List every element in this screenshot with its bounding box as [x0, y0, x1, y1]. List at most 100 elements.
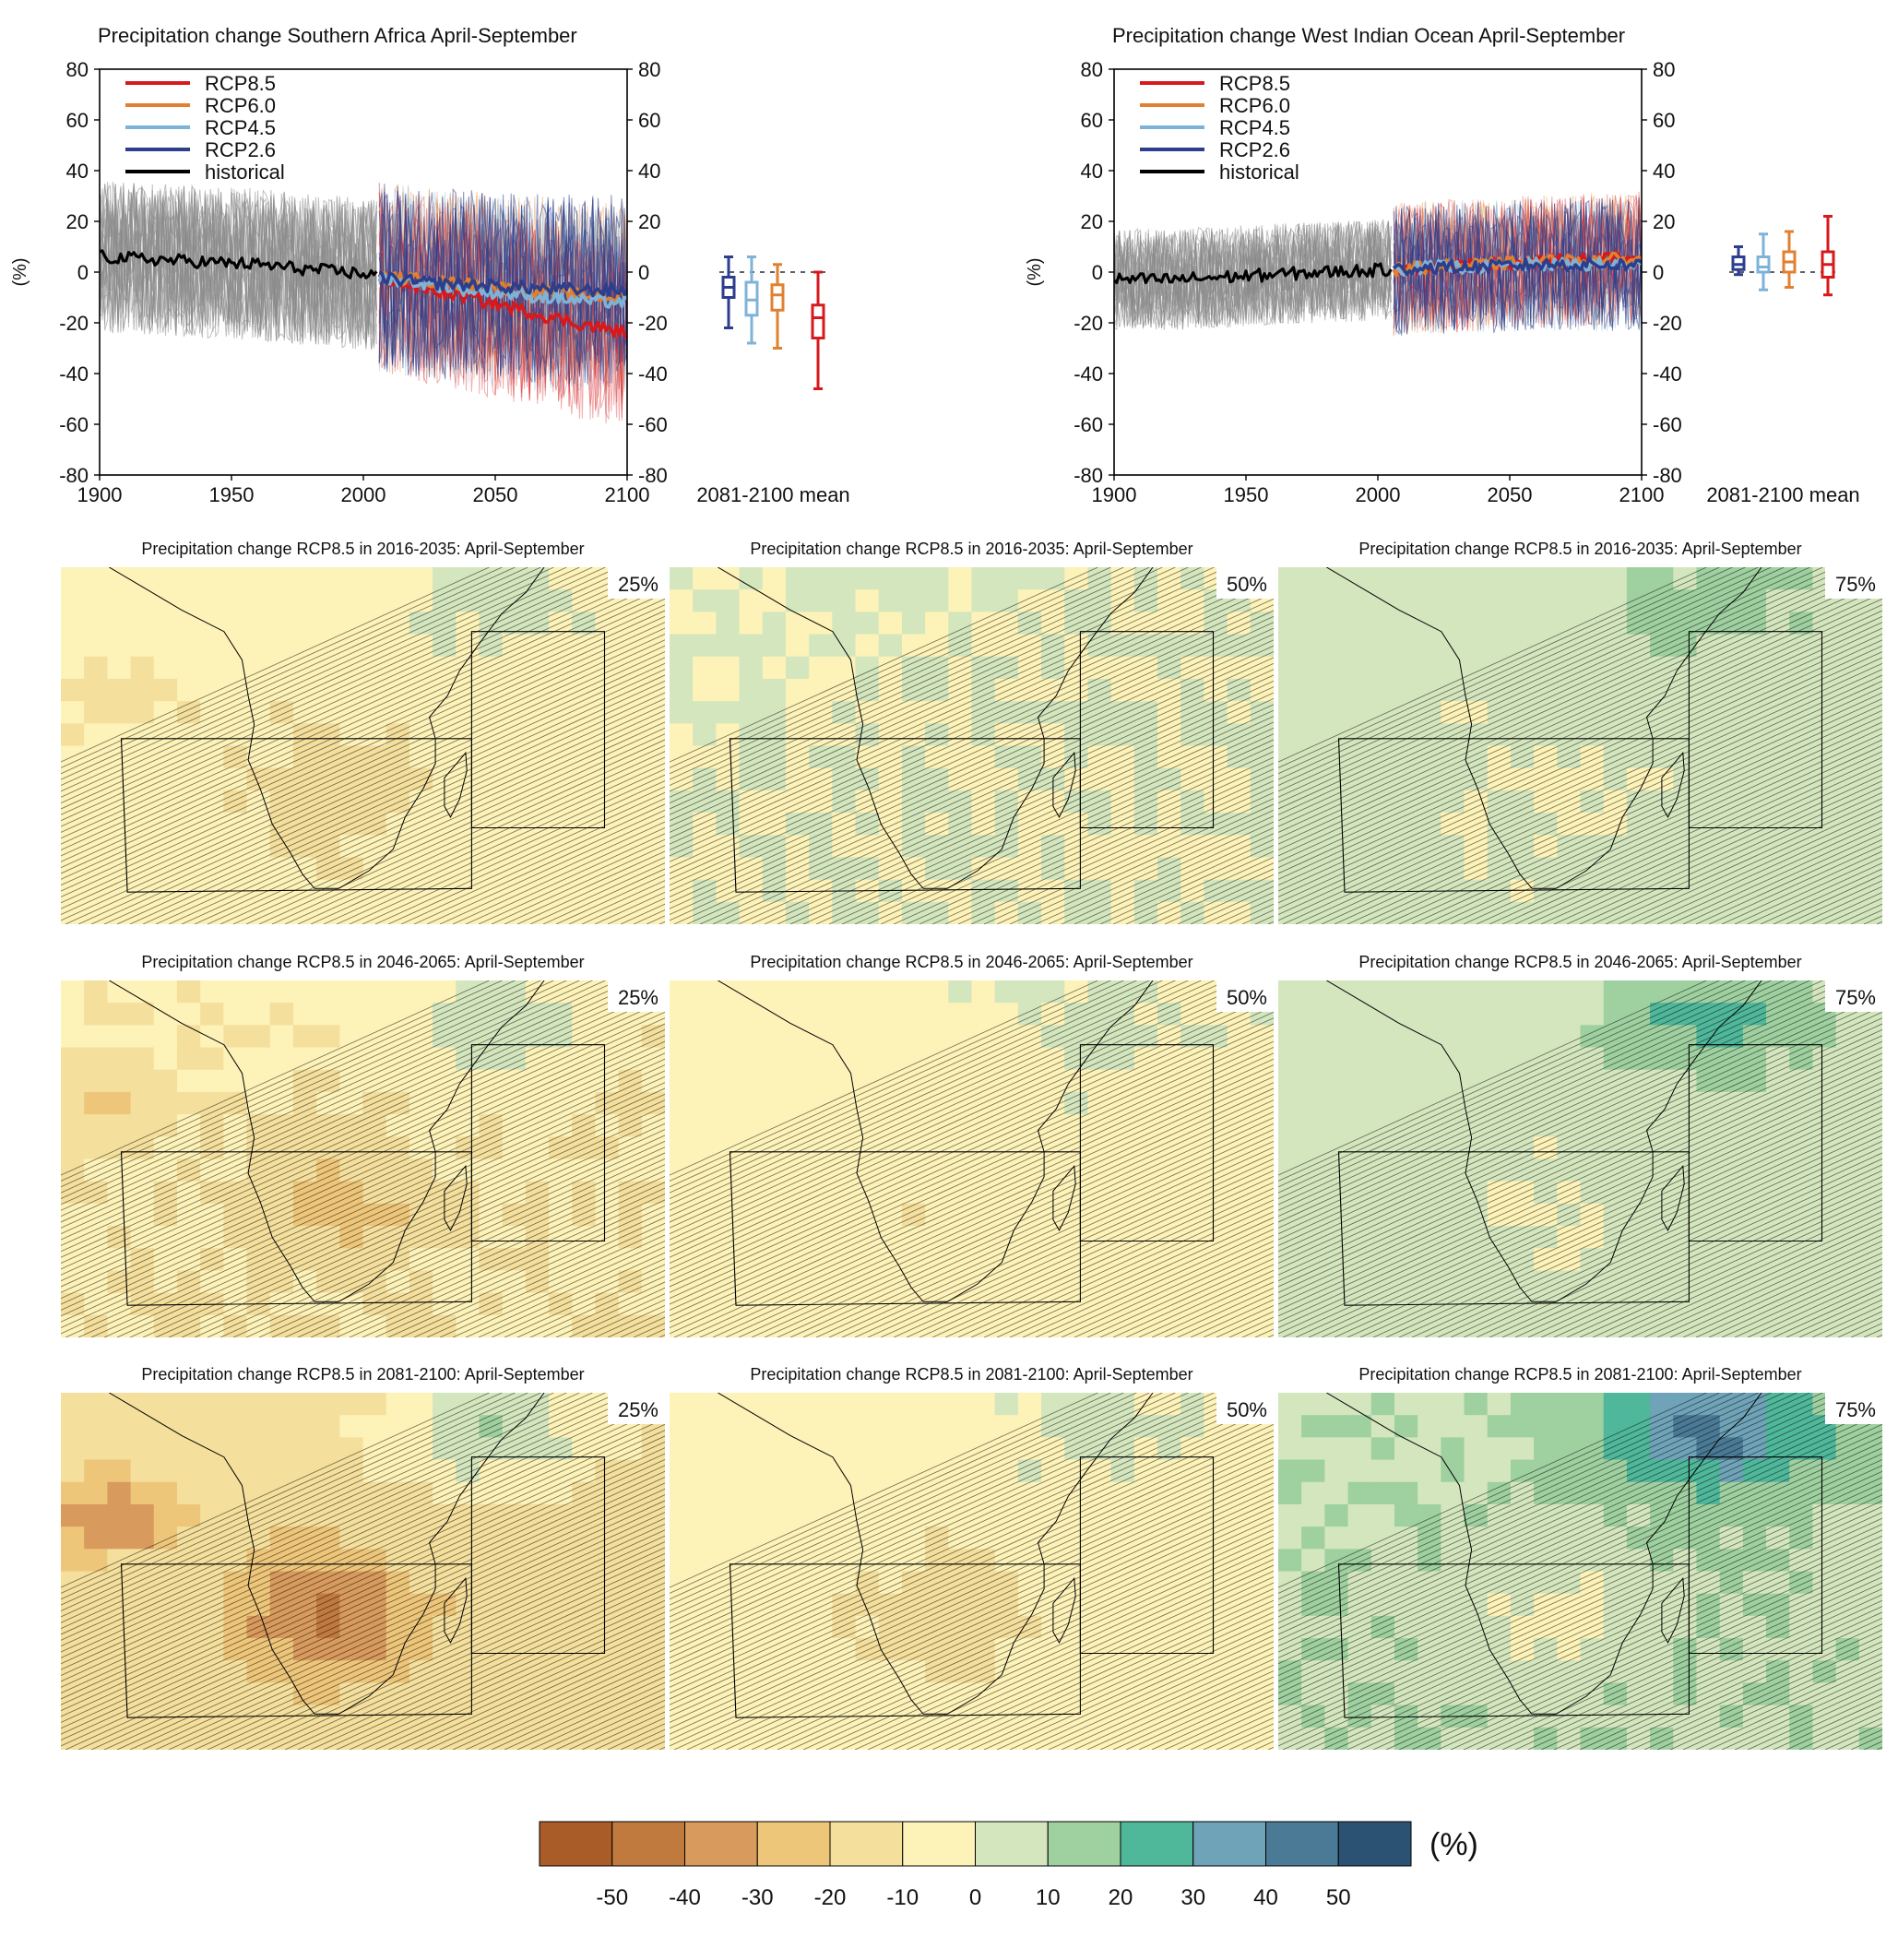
map-cell	[1251, 1048, 1275, 1071]
map-cell	[1324, 1437, 1348, 1460]
map-cell	[503, 1660, 527, 1683]
map-cell	[809, 1048, 833, 1071]
map-cell	[1627, 1460, 1651, 1483]
map-cell	[1812, 1204, 1836, 1227]
map-cell	[1766, 1092, 1790, 1115]
map-cell	[1743, 1003, 1767, 1026]
map-cell	[1511, 1003, 1535, 1026]
map-cell	[1018, 1572, 1042, 1595]
map-cell	[972, 1572, 996, 1595]
map-cell	[879, 1003, 903, 1026]
map-cell	[1581, 1415, 1605, 1438]
map-cell	[200, 1248, 224, 1271]
map-cell	[479, 746, 503, 769]
map-cell	[786, 1460, 810, 1483]
map-cell	[716, 635, 740, 658]
map-cell	[902, 1415, 926, 1438]
map-cell	[200, 1549, 224, 1572]
map-cell	[595, 1682, 619, 1705]
map-cell	[642, 813, 666, 836]
map-cell	[1418, 1070, 1441, 1093]
map-cell	[363, 1728, 387, 1751]
map-cell	[1301, 701, 1325, 724]
map-cell	[1650, 980, 1674, 1004]
y-tick-label: 80	[66, 58, 89, 81]
map-cell	[1111, 1549, 1135, 1572]
x-tick-label: 2100	[1619, 483, 1665, 506]
map-cell	[339, 1003, 363, 1026]
map-cell	[1534, 1660, 1558, 1683]
map-cell	[925, 980, 949, 1004]
map-cell	[1534, 723, 1558, 746]
map-cell	[1371, 567, 1395, 590]
map-cell	[386, 1549, 410, 1572]
map-cell	[1087, 1616, 1111, 1639]
map-cell	[61, 635, 85, 658]
map-cell	[1650, 1393, 1674, 1416]
map-cell	[339, 1070, 363, 1093]
map-cell	[1557, 701, 1581, 724]
map-cell	[1696, 1682, 1720, 1705]
map-cell	[293, 1159, 317, 1182]
map-cell	[1180, 1705, 1204, 1728]
map-cell	[948, 768, 972, 791]
map-cell	[1836, 1549, 1860, 1572]
map-cell	[154, 1114, 178, 1137]
map-cell	[786, 1572, 810, 1595]
map-cell	[339, 1594, 363, 1617]
map-cell	[670, 1159, 694, 1182]
map-cell	[1180, 589, 1204, 612]
map-cell	[84, 1048, 108, 1071]
map-cell	[316, 567, 340, 590]
percentile-label: 50%	[1227, 573, 1267, 596]
map-cell	[693, 679, 717, 702]
map-cell	[1371, 612, 1395, 635]
map-cell	[84, 1660, 108, 1683]
map-cell	[1278, 657, 1302, 680]
map-cell	[1557, 589, 1581, 612]
map-cell	[670, 1549, 694, 1572]
map-cell	[902, 701, 926, 724]
map-cell	[972, 679, 996, 702]
map-cell	[948, 701, 972, 724]
map-cell	[433, 1248, 457, 1271]
map-cell	[526, 1572, 550, 1595]
map-cell	[61, 723, 85, 746]
map-cell	[832, 1070, 856, 1093]
map-cell	[1418, 612, 1441, 635]
map-cell	[572, 1003, 596, 1026]
map-cell	[409, 746, 433, 769]
map-cell	[1557, 1526, 1581, 1550]
map-cell	[131, 1616, 155, 1639]
map-cell	[1418, 1003, 1441, 1026]
map-cell	[200, 679, 224, 702]
map-cell	[1278, 679, 1302, 702]
map-cell	[856, 1025, 880, 1048]
map-cell	[1720, 835, 1744, 858]
map-cell	[716, 1114, 740, 1137]
map-cell	[1324, 1226, 1348, 1249]
map-cell	[948, 980, 972, 1004]
map-cell	[786, 1048, 810, 1071]
map-cell	[740, 612, 764, 635]
map-cell	[879, 657, 903, 680]
map-cell	[1465, 1025, 1489, 1048]
map-cell	[1278, 1526, 1302, 1550]
map-cell	[972, 1460, 996, 1483]
map-cell	[200, 1136, 224, 1159]
map-cell	[1204, 1204, 1228, 1227]
map-cell	[409, 1526, 433, 1550]
map-cell	[1204, 1460, 1228, 1483]
map-cell	[386, 1293, 410, 1316]
map-cell	[856, 567, 880, 590]
map-cell	[1204, 1048, 1228, 1071]
map-cell	[1204, 1092, 1228, 1115]
map-cell	[948, 657, 972, 680]
map-cell	[740, 902, 764, 925]
map-cell	[1278, 1504, 1302, 1527]
map-cell	[223, 813, 247, 836]
map-cell	[763, 1437, 787, 1460]
map-cell	[61, 1159, 85, 1182]
map-cell	[595, 790, 619, 814]
map-cell	[247, 902, 271, 925]
